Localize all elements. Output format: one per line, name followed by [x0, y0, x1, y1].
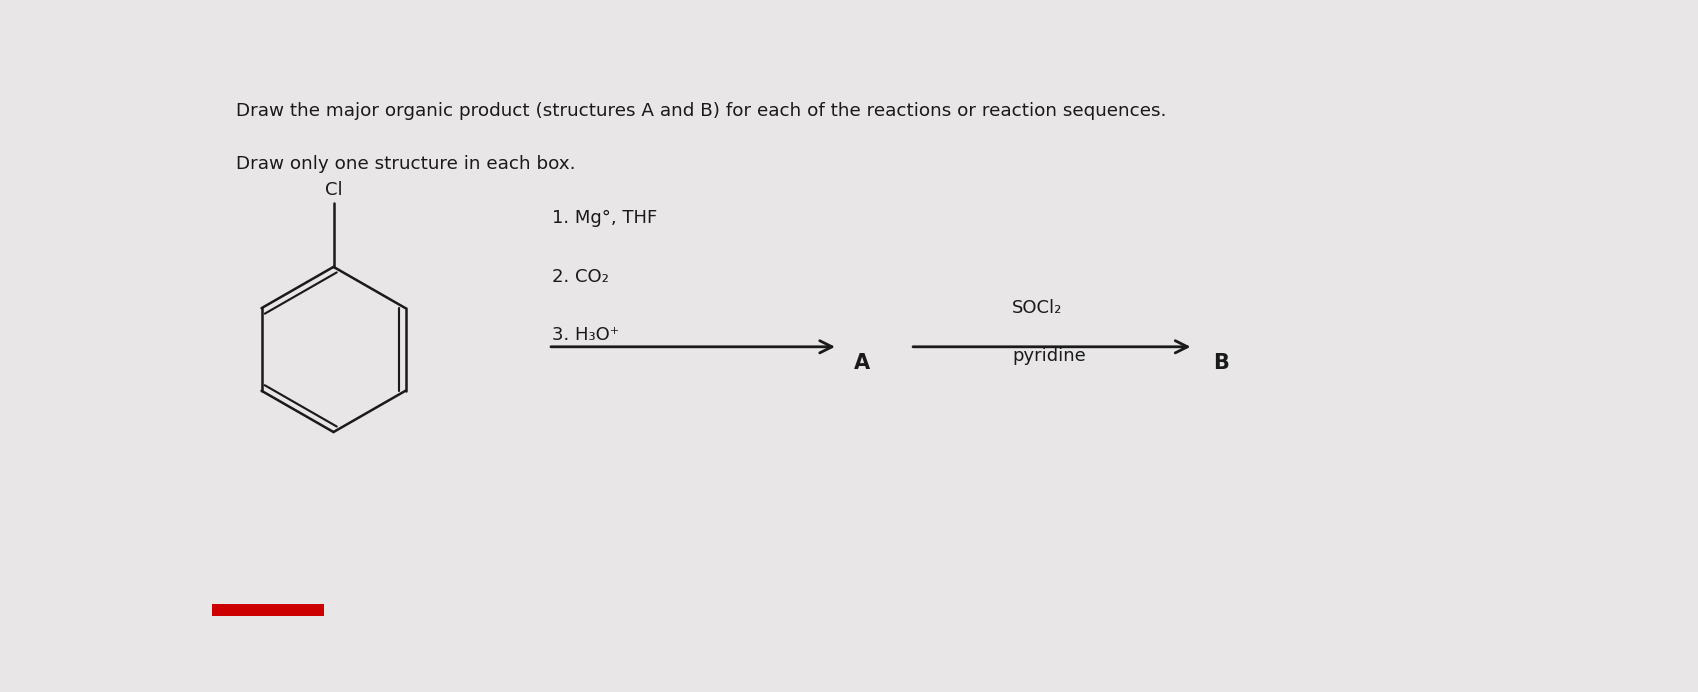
- Bar: [212, 604, 324, 616]
- Text: Draw the major organic product (structures A and B) for each of the reactions or: Draw the major organic product (structur…: [236, 102, 1167, 120]
- Text: pyridine: pyridine: [1012, 347, 1085, 365]
- Text: 3. H₃O⁺: 3. H₃O⁺: [552, 326, 618, 344]
- Text: Draw only one structure in each box.: Draw only one structure in each box.: [236, 155, 576, 173]
- Text: Cl: Cl: [324, 181, 341, 199]
- Text: 1. Mg°, THF: 1. Mg°, THF: [552, 209, 657, 227]
- Text: 2. CO₂: 2. CO₂: [552, 268, 608, 286]
- Text: SOCl₂: SOCl₂: [1012, 300, 1061, 318]
- Text: A: A: [852, 353, 869, 373]
- Text: B: B: [1212, 353, 1228, 373]
